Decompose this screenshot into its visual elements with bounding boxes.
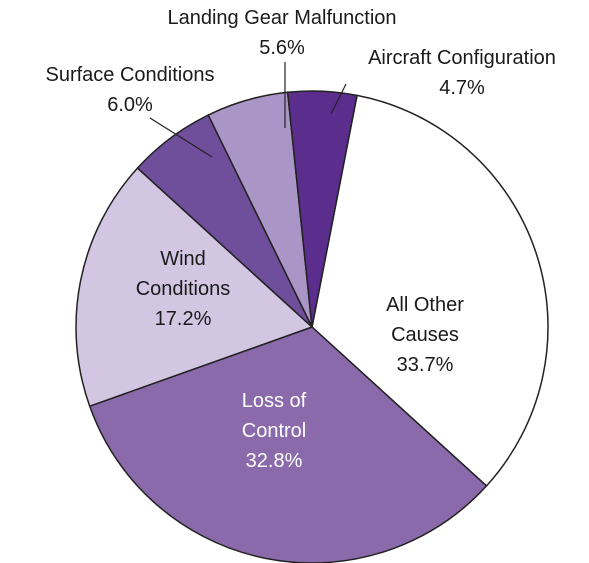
slice [75, 167, 314, 408]
slice-label: Landing Gear Malfunction 5.6% [132, 3, 432, 63]
category-label: Aircraft Configuration [368, 47, 556, 69]
value-label: 33.7% [396, 354, 454, 376]
category-label: All Other Causes [386, 294, 464, 346]
slice-label: Aircraft Configuration 4.7% [332, 43, 589, 103]
value-label: 17.2% [154, 308, 212, 330]
category-label: Landing Gear Malfunction [167, 7, 397, 29]
slice-label: All Other Causes 33.7% [368, 290, 483, 380]
leader-line [149, 117, 213, 158]
category-label: Surface Conditions [45, 64, 215, 86]
slice [88, 326, 488, 563]
value-label: 5.6% [259, 37, 305, 59]
value-label: 6.0% [107, 94, 153, 116]
category-label: Loss of Control [241, 390, 307, 442]
value-label: 32.8% [245, 450, 303, 472]
leader-lines [149, 62, 347, 158]
slice-label: Surface Conditions 6.0% [0, 60, 260, 120]
value-label: 4.7% [439, 77, 485, 99]
category-label: Wind Conditions [135, 248, 231, 300]
slice-label: Wind Conditions 17.2% [128, 244, 238, 334]
slice [286, 90, 358, 328]
slice-label: Loss of Control 32.8% [222, 386, 327, 476]
slice [311, 94, 549, 487]
leader-line [330, 83, 347, 115]
